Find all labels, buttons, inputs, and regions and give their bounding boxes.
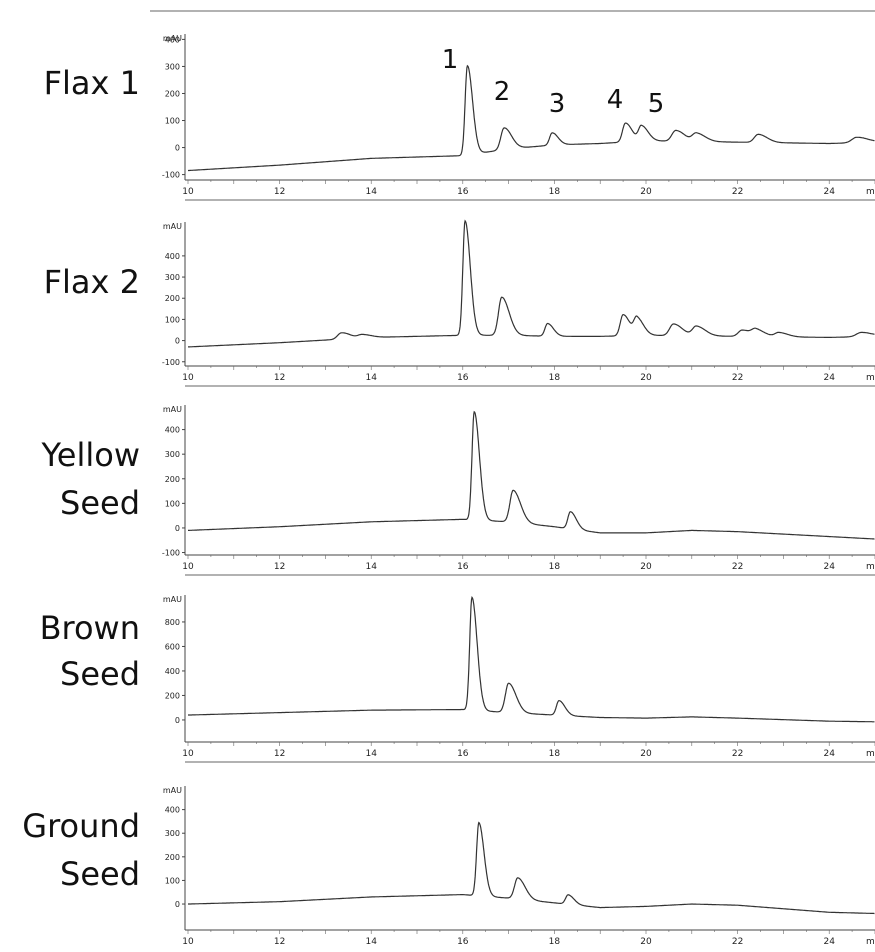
peak-number-label: 4	[607, 85, 624, 115]
y-tick-label: 800	[165, 618, 180, 627]
y-unit-label: mAU	[163, 34, 182, 43]
row-label: Yellow	[40, 436, 140, 474]
y-tick-label: 100	[165, 499, 180, 508]
x-tick-label: 22	[732, 937, 743, 947]
x-tick-label: 14	[365, 187, 377, 197]
chromatogram-trace	[188, 410, 875, 540]
x-tick-label: 20	[640, 187, 652, 197]
y-unit-label: mAU	[163, 222, 182, 231]
x-tick-label: 10	[182, 937, 194, 947]
row-label: Ground	[22, 807, 140, 845]
y-tick-label: 0	[175, 524, 180, 533]
y-tick-label: -100	[162, 549, 180, 558]
y-unit-label: mAU	[163, 405, 182, 414]
peak-number-label: 2	[494, 77, 511, 107]
x-tick-label: 12	[274, 749, 285, 759]
x-tick-label: 18	[549, 187, 561, 197]
x-unit-label: mi	[866, 562, 875, 572]
y-tick-label: 400	[165, 426, 180, 435]
peak-number-label: 5	[648, 89, 665, 119]
row-label: Flax 1	[44, 64, 140, 102]
y-tick-label: 600	[165, 642, 180, 651]
y-unit-label: mAU	[163, 595, 182, 604]
x-tick-label: 10	[182, 187, 194, 197]
x-tick-label: 14	[365, 937, 377, 947]
x-tick-label: 12	[274, 187, 285, 197]
y-tick-label: 400	[165, 252, 180, 261]
y-tick-label: 0	[175, 337, 180, 346]
x-tick-label: 12	[274, 562, 285, 572]
x-tick-label: 20	[640, 373, 652, 383]
y-tick-label: 200	[165, 294, 180, 303]
y-tick-label: 200	[165, 853, 180, 862]
y-tick-label: 300	[165, 273, 180, 282]
x-unit-label: mi	[866, 937, 875, 947]
x-unit-label: mi	[866, 373, 875, 383]
x-tick-label: 14	[365, 562, 377, 572]
x-tick-label: 18	[549, 562, 561, 572]
y-unit-label: mAU	[163, 786, 182, 795]
row-label: Seed	[60, 655, 140, 693]
y-tick-label: 100	[165, 315, 180, 324]
x-tick-label: 14	[365, 373, 377, 383]
chromatogram-trace	[188, 219, 875, 348]
x-tick-label: 10	[182, 749, 194, 759]
y-tick-label: 200	[165, 475, 180, 484]
x-tick-label: 10	[182, 562, 194, 572]
y-tick-label: -100	[162, 171, 180, 180]
y-tick-label: 300	[165, 829, 180, 838]
x-tick-label: 16	[457, 749, 469, 759]
x-tick-label: 20	[640, 749, 652, 759]
x-tick-label: 18	[549, 937, 561, 947]
x-tick-label: 22	[732, 187, 743, 197]
x-tick-label: 24	[823, 373, 835, 383]
chromatogram-trace	[188, 821, 875, 915]
y-tick-label: -100	[162, 358, 180, 367]
x-unit-label: mi	[866, 749, 875, 759]
x-tick-label: 22	[732, 373, 743, 383]
x-tick-label: 18	[549, 373, 561, 383]
x-tick-label: 20	[640, 562, 652, 572]
row-label: Seed	[60, 855, 140, 893]
y-tick-label: 400	[165, 35, 180, 44]
y-tick-label: 300	[165, 62, 180, 71]
x-tick-label: 12	[274, 937, 285, 947]
x-tick-label: 14	[365, 749, 377, 759]
y-tick-label: 0	[175, 900, 180, 909]
x-tick-label: 22	[732, 749, 743, 759]
x-tick-label: 12	[274, 373, 285, 383]
x-tick-label: 18	[549, 749, 561, 759]
peak-number-label: 1	[442, 45, 459, 75]
x-tick-label: 16	[457, 562, 469, 572]
x-tick-label: 10	[182, 373, 194, 383]
row-label: Brown	[40, 609, 140, 647]
y-tick-label: 200	[165, 691, 180, 700]
x-tick-label: 24	[823, 749, 835, 759]
y-tick-label: 300	[165, 450, 180, 459]
row-label: Seed	[60, 484, 140, 522]
x-tick-label: 22	[732, 562, 743, 572]
x-tick-label: 16	[457, 187, 469, 197]
x-tick-label: 20	[640, 937, 652, 947]
y-tick-label: 100	[165, 876, 180, 885]
y-tick-label: 100	[165, 117, 180, 126]
y-tick-label: 400	[165, 806, 180, 815]
y-tick-label: 0	[175, 144, 180, 153]
peak-number-label: 3	[549, 89, 566, 119]
x-tick-label: 16	[457, 937, 469, 947]
x-tick-label: 24	[823, 562, 835, 572]
x-tick-label: 24	[823, 187, 835, 197]
chromatogram-trace	[188, 64, 875, 172]
x-tick-label: 24	[823, 937, 835, 947]
y-tick-label: 400	[165, 667, 180, 676]
y-tick-label: 0	[175, 716, 180, 725]
chromatogram-trace	[188, 596, 875, 723]
row-label: Flax 2	[44, 263, 140, 301]
x-unit-label: mi	[866, 187, 875, 197]
y-tick-label: 200	[165, 89, 180, 98]
x-tick-label: 16	[457, 373, 469, 383]
